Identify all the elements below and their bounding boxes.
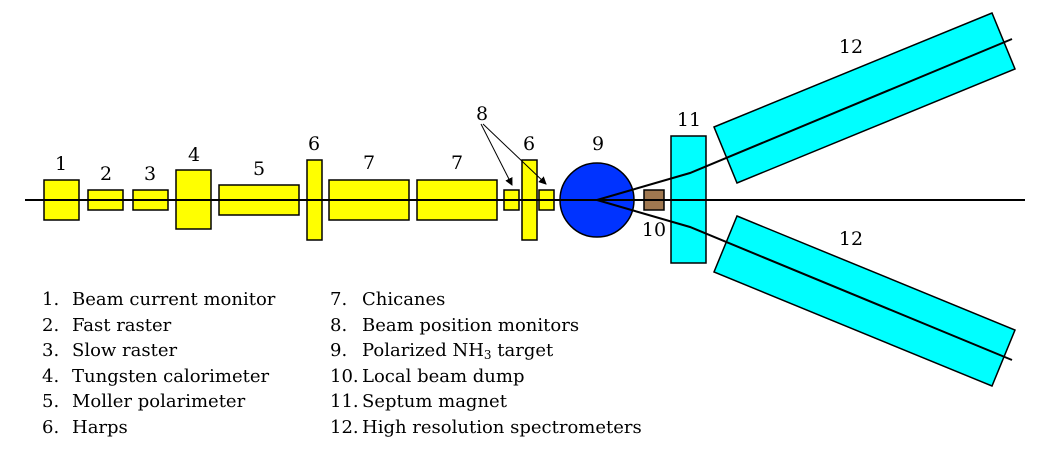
- legend-left-column: 1. Beam current monitor 2. Fast raster 3. S…: [42, 287, 275, 440]
- legend-right-column: 7. Chicanes 8. Beam position monitors 9. Po…: [330, 287, 642, 440]
- legend-text: Harps: [72, 416, 128, 438]
- label-fast-raster: 2: [100, 163, 112, 185]
- legend-number: 6.: [42, 416, 60, 438]
- legend-text: Polarized NH: [362, 340, 484, 361]
- legend-item: 4. Tungsten calorimeter: [42, 364, 275, 390]
- label-chicane-1: 7: [363, 152, 375, 174]
- legend-number: 9.: [330, 340, 348, 361]
- label-hrs-upper: 12: [839, 36, 863, 58]
- legend-number: 1.: [42, 289, 60, 310]
- legend-subscript: 3: [483, 348, 492, 362]
- legend-item: 7. Chicanes: [330, 287, 642, 313]
- label-septum: 11: [677, 109, 701, 131]
- legend-item: 2. Fast raster: [42, 313, 275, 339]
- legend-number: 3.: [42, 340, 60, 361]
- legend-text: Slow raster: [72, 340, 178, 361]
- legend-text: Fast raster: [72, 314, 172, 336]
- label-hrs-lower: 12: [839, 228, 863, 250]
- legend-number: 2.: [42, 314, 60, 336]
- label-moller: 5: [253, 158, 265, 180]
- label-slow-raster: 3: [144, 163, 156, 185]
- legend-text: High resolution spectrometers: [362, 416, 642, 438]
- trajectory-upper: [596, 38, 1013, 201]
- legend-number: 11.: [330, 391, 359, 412]
- hrs-upper-spectrometer: [713, 12, 1016, 184]
- label-calorimeter: 4: [188, 144, 200, 166]
- legend-item: 3. Slow raster: [42, 338, 275, 364]
- legend-number: 8.: [330, 314, 348, 336]
- bpm-arrow-1: [480, 123, 513, 186]
- legend-text: Beam current monitor: [72, 289, 276, 310]
- legend-item: 6. Harps: [42, 415, 275, 441]
- legend-text-tail: target: [491, 340, 554, 361]
- legend-number: 7.: [330, 289, 348, 310]
- legend-text: Tungsten calorimeter: [72, 365, 270, 387]
- legend-number: 5.: [42, 391, 60, 412]
- label-chicane-2: 7: [451, 152, 463, 174]
- label-harp-upstream: 6: [308, 133, 320, 155]
- label-beam-dump: 10: [642, 219, 666, 241]
- legend-number: 10.: [330, 365, 359, 387]
- label-bcm: 1: [55, 153, 67, 175]
- legend-item: 12. High resolution spectrometers: [330, 415, 642, 441]
- legend-item: 5. Moller polarimeter: [42, 389, 275, 415]
- legend-text: Chicanes: [362, 289, 446, 310]
- legend-text: Septum magnet: [362, 391, 507, 412]
- legend-item: 1. Beam current monitor: [42, 287, 275, 313]
- label-bpm: 8: [476, 103, 488, 125]
- legend-number: 4.: [42, 365, 60, 387]
- legend-item: 11. Septum magnet: [330, 389, 642, 415]
- legend-number: 12.: [330, 416, 359, 438]
- hrs-lower-spectrometer: [713, 215, 1016, 387]
- trajectory-lower: [596, 199, 1013, 361]
- bpm-arrow-2: [482, 123, 547, 185]
- legend-text: Local beam dump: [362, 365, 525, 387]
- legend-text: Moller polarimeter: [72, 391, 246, 412]
- legend-text: Beam position monitors: [362, 314, 580, 336]
- label-target: 9: [592, 133, 604, 155]
- legend-item: 8. Beam position monitors: [330, 313, 642, 339]
- legend-item: 9. Polarized NH3 target: [330, 338, 642, 364]
- label-harp-downstream: 6: [523, 133, 535, 155]
- legend-item: 10. Local beam dump: [330, 364, 642, 390]
